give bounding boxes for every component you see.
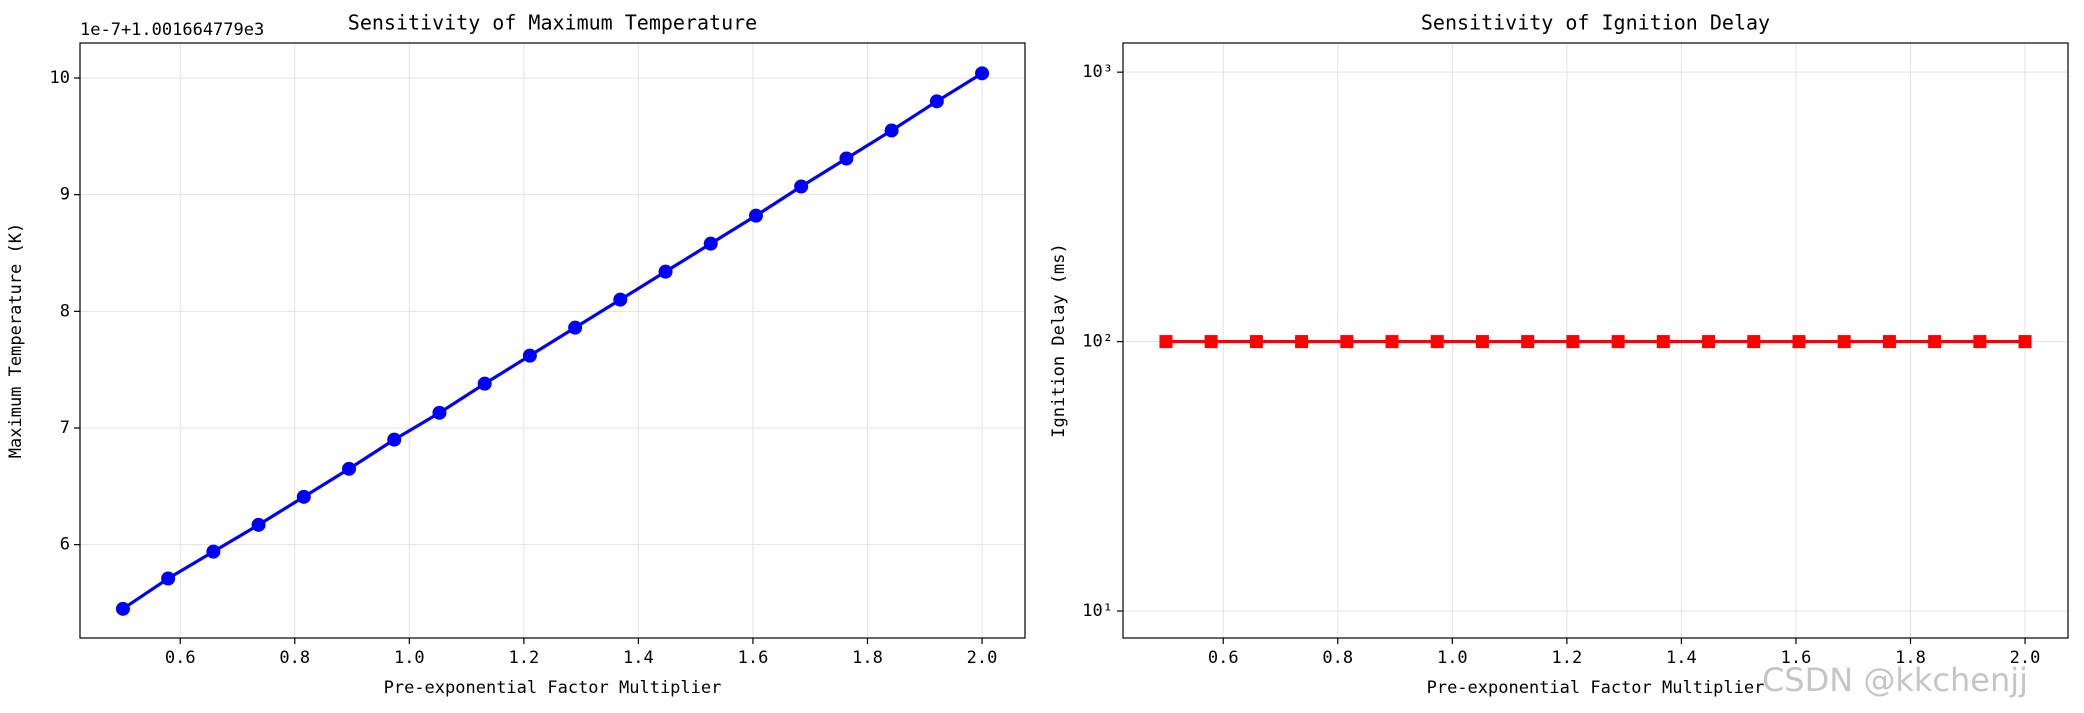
x-tick-label: 2.0 xyxy=(967,648,998,668)
data-marker xyxy=(2018,335,2032,349)
y-tick-label: 9 xyxy=(60,185,70,205)
x-tick-label: 1.4 xyxy=(1666,648,1697,668)
data-marker xyxy=(658,264,673,279)
data-marker xyxy=(703,236,718,251)
x-tick-label: 0.8 xyxy=(1322,648,1353,668)
data-marker xyxy=(432,405,447,420)
data-marker xyxy=(1521,335,1535,349)
data-marker xyxy=(296,489,311,504)
data-marker xyxy=(1792,335,1806,349)
data-marker xyxy=(929,94,944,109)
data-marker xyxy=(161,571,176,586)
data-marker xyxy=(1566,335,1580,349)
data-marker xyxy=(1611,335,1625,349)
data-marker xyxy=(1837,335,1851,349)
data-marker xyxy=(387,432,402,447)
data-marker xyxy=(206,544,221,559)
y-tick-label: 10² xyxy=(1082,332,1113,352)
y-tick-label: 10 xyxy=(50,68,70,88)
data-marker xyxy=(839,151,854,166)
y-axis-label: Maximum Temperature (K) xyxy=(6,223,26,458)
data-marker xyxy=(748,208,763,223)
chart-title: Sensitivity of Ignition Delay xyxy=(1421,11,1770,35)
data-marker xyxy=(568,320,583,335)
x-axis-label: Pre-exponential Factor Multiplier xyxy=(384,678,722,698)
x-tick-label: 2.0 xyxy=(2010,648,2041,668)
watermark: CSDN @kkchenjj xyxy=(1762,661,2028,699)
data-marker xyxy=(1747,335,1761,349)
x-tick-label: 1.0 xyxy=(1437,648,1468,668)
data-marker xyxy=(975,66,990,81)
x-tick-label: 1.2 xyxy=(1552,648,1583,668)
data-marker xyxy=(1249,335,1263,349)
y-tick-label: 10¹ xyxy=(1082,601,1113,621)
data-marker xyxy=(1295,335,1309,349)
data-marker xyxy=(794,179,809,194)
data-marker xyxy=(1340,335,1354,349)
axes-frame xyxy=(1122,42,2069,639)
y-tick-label: 6 xyxy=(60,535,70,555)
data-marker xyxy=(1973,335,1987,349)
y-tick-label: 10³ xyxy=(1082,62,1113,82)
data-marker xyxy=(1928,335,1942,349)
series-line xyxy=(122,71,983,611)
x-axis-label: Pre-exponential Factor Multiplier xyxy=(1427,678,1765,698)
data-marker xyxy=(1475,335,1489,349)
data-marker xyxy=(251,517,266,532)
data-marker xyxy=(1702,335,1716,349)
x-tick-label: 1.6 xyxy=(1781,648,1812,668)
axis-offset-text: 1e-7+1.001664779e3 xyxy=(80,20,264,40)
chart-title: Sensitivity of Maximum Temperature xyxy=(348,11,757,35)
x-tick-label: 1.8 xyxy=(1895,648,1926,668)
x-tick-label: 1.2 xyxy=(509,648,540,668)
data-marker xyxy=(1882,335,1896,349)
data-marker xyxy=(477,376,492,391)
data-marker xyxy=(342,461,357,476)
data-marker xyxy=(1430,335,1444,349)
data-marker xyxy=(115,601,130,616)
data-marker xyxy=(1656,335,1670,349)
plot-area: 0.6 0.8 1.0 1.2 1.4 1.6 1.8 2.0 6 7 8 9 10 Sensitivit… xyxy=(6,11,1026,698)
data-marker xyxy=(613,292,628,307)
y-tick-label: 7 xyxy=(60,418,70,438)
x-tick-label: 1.4 xyxy=(623,648,654,668)
data-marker xyxy=(1159,335,1173,349)
y-axis-label: Ignition Delay (ms) xyxy=(1049,243,1069,437)
x-tick-label: 1.0 xyxy=(394,648,425,668)
data-marker xyxy=(522,348,537,363)
axes-frame xyxy=(79,42,1026,639)
plot-area: 0.6 0.8 1.0 1.2 1.4 1.6 1.8 2.0 10¹ 10² 10³ Sensiti… xyxy=(1049,11,2069,698)
x-tick-label: 0.6 xyxy=(1208,648,1239,668)
data-marker xyxy=(1385,335,1399,349)
x-tick-label: 0.8 xyxy=(279,648,310,668)
y-tick-label: 8 xyxy=(60,301,70,321)
x-tick-label: 0.6 xyxy=(165,648,196,668)
data-marker xyxy=(1204,335,1218,349)
x-tick-label: 1.8 xyxy=(852,648,883,668)
x-tick-label: 1.6 xyxy=(738,648,769,668)
data-marker xyxy=(884,123,899,138)
